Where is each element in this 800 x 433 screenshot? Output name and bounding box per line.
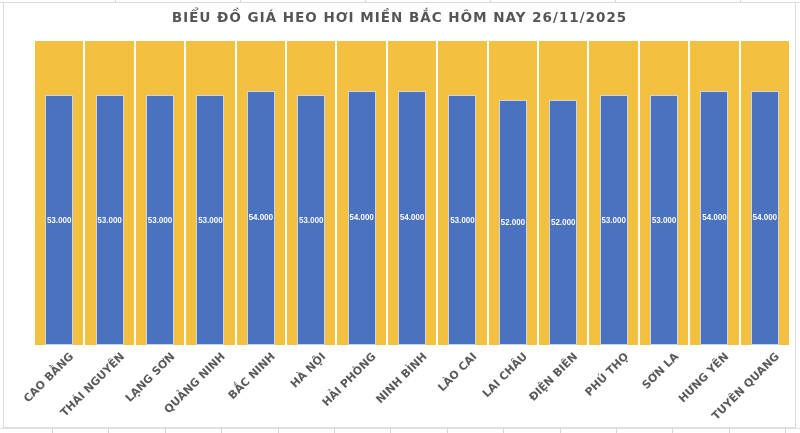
sheet-column-tick <box>729 425 730 433</box>
price-bar: 53.000 <box>95 95 124 345</box>
bar-value-label: 53.000 <box>651 215 677 225</box>
price-bar: 54.000 <box>750 90 779 345</box>
price-bar: 54.000 <box>347 90 376 345</box>
category-label: HÀ NỘI <box>287 350 329 391</box>
sheet-column-tick <box>616 425 617 433</box>
sheet-column-tick <box>447 425 448 433</box>
price-bar: 53.000 <box>650 95 679 345</box>
bar-value-label: 53.000 <box>198 215 223 225</box>
sheet-column-tick <box>334 425 335 433</box>
sheet-column-tick <box>221 425 222 433</box>
sheet-gridline-bottom <box>0 428 800 429</box>
price-bar: 54.000 <box>398 90 427 345</box>
x-axis-labels: CAO BẰNG THÁI NGUYÊN LẠNG SƠN QUẢNG NINH BẮC… <box>21 350 790 430</box>
bar-group: 54.000 <box>689 41 739 345</box>
category-label: LẠNG SƠN <box>122 350 178 405</box>
price-bar: 53.000 <box>45 95 74 345</box>
bar-group: 54.000 <box>740 41 790 345</box>
price-bar: 54.000 <box>246 90 275 345</box>
chart-canvas[interactable]: BIỂU ĐỒ GIÁ HEO HƠI MIỀN BẮC HÔM NAY 26/… <box>3 2 796 428</box>
price-bar: 52.000 <box>498 99 527 345</box>
bar-value-label: 54.000 <box>752 213 778 223</box>
sheet-column-tick <box>672 425 673 433</box>
category-label: LÀO CAI <box>435 350 480 395</box>
category-label: PHÚ THỌ <box>581 350 631 399</box>
bar-value-label: 53.000 <box>299 215 324 225</box>
category-label: NINH BÌNH <box>373 350 430 407</box>
price-bar: 53.000 <box>448 95 477 345</box>
bar-group: 54.000 <box>236 41 286 345</box>
price-bar: 53.000 <box>196 95 225 345</box>
bar-group: 53.000 <box>185 41 235 345</box>
price-bar: 54.000 <box>700 90 729 345</box>
bar-group: 53.000 <box>588 41 638 345</box>
bar-group: 53.000 <box>286 41 336 345</box>
chart-title: BIỂU ĐỒ GIÁ HEO HƠI MIỀN BẮC HÔM NAY 26/… <box>171 10 628 26</box>
category-label: SƠN LA <box>639 350 682 392</box>
bar-value-label: 53.000 <box>147 215 173 225</box>
sheet-column-tick <box>52 425 53 433</box>
bar-value-label: 54.000 <box>248 213 274 223</box>
price-bar: 53.000 <box>297 95 326 345</box>
category-label: BẮC NINH <box>226 350 279 402</box>
bar-group: 53.000 <box>437 41 487 345</box>
bar-value-label: 53.000 <box>450 215 475 225</box>
bar-group: 53.000 <box>639 41 689 345</box>
sheet-column-tick <box>390 425 391 433</box>
bar-value-label: 54.000 <box>349 213 374 223</box>
category-label: ĐIỆN BIÊN <box>526 350 581 404</box>
bar-value-label: 52.000 <box>500 217 526 227</box>
bar-group: 53.000 <box>84 41 134 345</box>
price-bar: 52.000 <box>549 99 578 345</box>
sheet-column-tick <box>503 425 504 433</box>
bar-value-label: 53.000 <box>601 215 626 225</box>
sheet-column-tick <box>560 425 561 433</box>
bar-group: 52.000 <box>488 41 538 345</box>
bar-group: 52.000 <box>538 41 588 345</box>
bar-value-label: 52.000 <box>551 217 576 227</box>
sheet-column-tick <box>108 425 109 433</box>
bar-group: 54.000 <box>387 41 437 345</box>
bar-value-label: 54.000 <box>399 213 425 223</box>
category-label: HƯNG YÊN <box>676 350 732 406</box>
bar-group: 53.000 <box>135 41 185 345</box>
price-bar: 53.000 <box>146 95 175 345</box>
bar-value-label: 54.000 <box>702 213 727 223</box>
sheet-column-tick <box>165 425 166 433</box>
sheet-column-tick <box>785 425 786 433</box>
plot-area: 53.000 53.000 53.000 53.000 54.000 53.000 54.0… <box>34 41 790 345</box>
price-bar: 53.000 <box>599 95 628 345</box>
category-label: LAI CHÂU <box>479 350 531 401</box>
bar-value-label: 53.000 <box>97 215 122 225</box>
bar-value-label: 53.000 <box>46 215 72 225</box>
category-label: CAO BẰNG <box>21 350 77 406</box>
bar-group: 53.000 <box>34 41 84 345</box>
sheet-column-tick <box>278 425 279 433</box>
bar-group: 54.000 <box>336 41 386 345</box>
